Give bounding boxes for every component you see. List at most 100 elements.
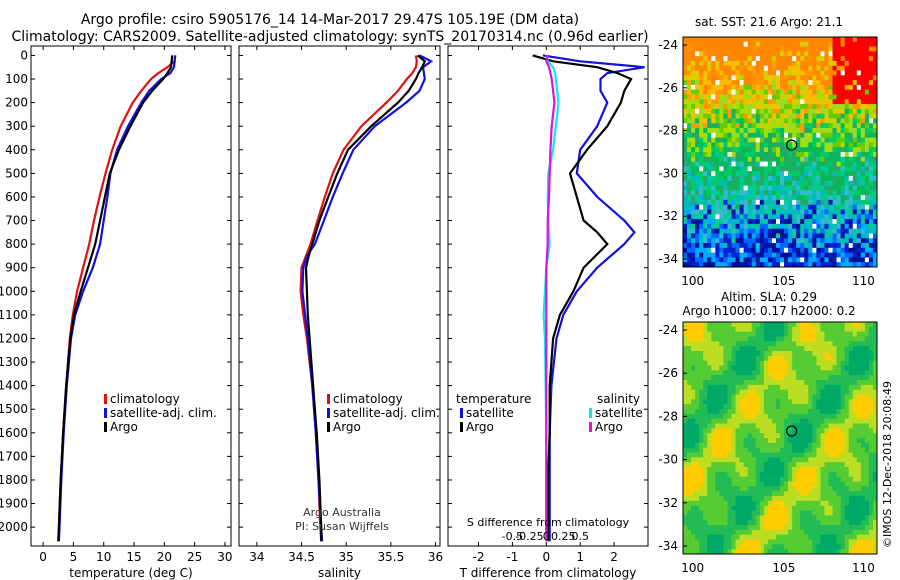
- map-cell: [735, 384, 740, 391]
- map-cell: [687, 399, 692, 405]
- map-cell: [844, 137, 850, 143]
- map-cell: [792, 525, 797, 531]
- map-cell: [711, 384, 716, 391]
- map-cell: [780, 94, 785, 100]
- map-cell: [852, 46, 858, 52]
- map-cell: [800, 515, 805, 521]
- map-cell: [759, 128, 765, 134]
- credit-line1: Argo Australia: [303, 506, 381, 519]
- map-cell: [731, 360, 736, 366]
- map-cell: [719, 457, 724, 463]
- map-cell: [844, 496, 850, 502]
- map-cell: [743, 247, 749, 254]
- map-cell: [739, 89, 745, 95]
- map-cell: [687, 322, 692, 328]
- map-cell: [816, 199, 821, 206]
- map-cell: [775, 442, 781, 449]
- map-cell: [731, 99, 736, 105]
- map-cell: [788, 180, 793, 186]
- map-cell: [695, 370, 700, 376]
- map-cell: [711, 525, 716, 531]
- map-cell: [767, 529, 773, 536]
- map-cell: [723, 185, 728, 191]
- map-cell: [804, 223, 809, 230]
- map-cell: [816, 209, 821, 215]
- map-cell: [699, 375, 704, 381]
- map-cell: [763, 238, 769, 244]
- map-cell: [848, 223, 854, 230]
- map-cell: [723, 409, 728, 415]
- map-cell: [808, 185, 813, 191]
- map-cell: [864, 457, 870, 463]
- map-cell: [687, 549, 692, 555]
- map-cell: [735, 80, 740, 86]
- map-cell: [800, 75, 805, 81]
- map-cell: [691, 80, 696, 86]
- map-cell: [844, 370, 850, 376]
- map-cell: [775, 360, 781, 366]
- map-cell: [691, 214, 696, 220]
- map-cell: [715, 326, 720, 333]
- map-cell: [780, 161, 785, 167]
- map-cell: [747, 175, 753, 182]
- map-cell: [808, 413, 813, 420]
- map-cell: [771, 525, 777, 531]
- map-cell: [683, 423, 688, 429]
- map-cell: [767, 152, 773, 158]
- map-cell: [739, 452, 745, 458]
- map-cell: [723, 360, 728, 366]
- map-cell: [828, 476, 833, 482]
- map-cell: [796, 70, 801, 76]
- map-cell: [844, 438, 850, 444]
- map-cell: [759, 190, 765, 196]
- map-cell: [780, 171, 785, 177]
- map-cell: [703, 365, 708, 371]
- map-cell: [852, 447, 858, 453]
- depth-tick-label: 900: [5, 261, 28, 275]
- map-cell: [695, 228, 700, 234]
- map-cell: [767, 94, 773, 100]
- map-cell: [784, 375, 789, 381]
- map-cell: [719, 84, 724, 91]
- map-cell: [687, 257, 692, 263]
- map-cell: [796, 171, 801, 177]
- map-cell: [743, 243, 749, 249]
- map-cell: [731, 147, 736, 153]
- map-cell: [820, 433, 825, 439]
- map-cell: [711, 257, 716, 263]
- map-cell: [800, 51, 805, 57]
- map-cell: [691, 467, 696, 473]
- map-cell: [820, 370, 825, 376]
- map-cell: [860, 549, 866, 555]
- map-cell: [796, 510, 801, 516]
- map-cell: [727, 447, 732, 453]
- map-cell: [812, 84, 817, 91]
- map-cell: [852, 123, 858, 129]
- map-cell: [775, 94, 781, 100]
- map-cell: [864, 520, 870, 526]
- map-cell: [687, 442, 692, 449]
- map-cell: [691, 142, 696, 148]
- map-cell: [844, 336, 850, 342]
- map-cell: [723, 413, 728, 420]
- map-cell: [735, 51, 740, 57]
- map-cell: [804, 476, 809, 482]
- map-cell: [775, 152, 781, 158]
- map-cell: [780, 132, 785, 139]
- map-cell: [759, 433, 765, 439]
- map-cell: [788, 152, 793, 158]
- map-cell: [812, 94, 817, 100]
- map-cell: [755, 60, 761, 67]
- map-cell: [719, 336, 724, 342]
- map-cell: [739, 476, 745, 482]
- map-cell: [812, 252, 817, 258]
- map-cell: [707, 161, 712, 167]
- map-cell: [824, 505, 829, 511]
- map-cell: [723, 37, 728, 43]
- map-cell: [828, 161, 833, 167]
- map-cell: [747, 336, 753, 342]
- map-cell: [844, 529, 850, 536]
- map-cell: [868, 322, 874, 328]
- map-cell: [852, 233, 858, 239]
- map-cell: [715, 384, 720, 391]
